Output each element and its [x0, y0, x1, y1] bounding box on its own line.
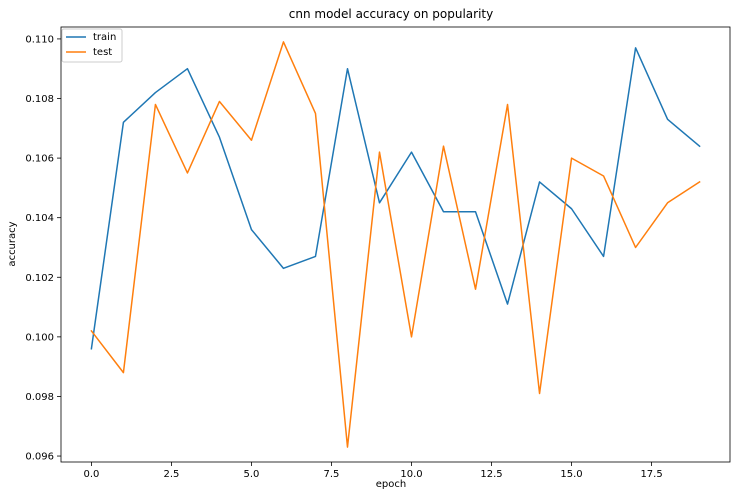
y-axis: 0.096 0.098 0.100 0.102 0.104 0.106 0.108 0.110	[25, 34, 61, 463]
y-tick-label: 0.102	[25, 273, 54, 284]
x-axis: 0.0 2.5 5.0 7.5 10.0 12.5 15.0 17.5	[83, 462, 663, 480]
y-tick-label: 0.100	[25, 332, 54, 343]
y-tick-label: 0.106	[25, 154, 54, 165]
y-tick-label: 0.096	[25, 452, 54, 463]
x-tick-label: 7.5	[324, 469, 340, 480]
legend-label-test: test	[93, 47, 112, 58]
series-line-test	[90, 41, 701, 448]
series-layer	[90, 41, 701, 448]
y-tick-label: 0.098	[25, 392, 54, 403]
y-axis-title: accuracy	[7, 221, 18, 266]
x-tick-label: 0.0	[83, 469, 99, 480]
x-tick-label: 12.5	[480, 469, 502, 480]
legend: train test	[61, 28, 123, 63]
series-line-train	[90, 47, 701, 350]
plot-frame	[60, 26, 731, 463]
x-tick-label: 5.0	[244, 469, 260, 480]
y-tick-label: 0.104	[25, 213, 54, 224]
x-axis-title: epoch	[376, 479, 406, 490]
x-tick-label: 10.0	[400, 469, 422, 480]
y-tick-label: 0.110	[25, 34, 54, 45]
y-tick-label: 0.108	[25, 94, 54, 105]
x-tick-label: 2.5	[163, 469, 179, 480]
x-tick-label: 15.0	[560, 469, 582, 480]
x-tick-label: 17.5	[640, 469, 662, 480]
legend-label-train: train	[93, 32, 116, 43]
chart-title: cnn model accuracy on popularity	[289, 7, 493, 21]
